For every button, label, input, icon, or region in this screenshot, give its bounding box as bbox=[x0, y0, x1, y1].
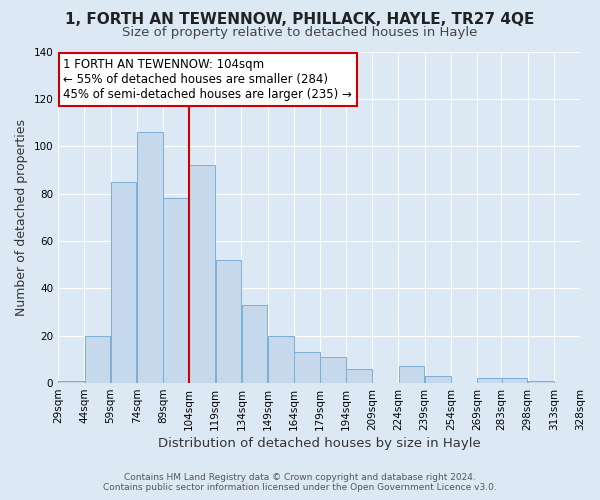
Bar bbox=[294, 352, 320, 383]
Bar bbox=[242, 305, 268, 383]
Bar bbox=[320, 357, 346, 383]
Bar bbox=[215, 260, 241, 383]
Bar bbox=[425, 376, 451, 383]
Bar bbox=[58, 380, 84, 383]
Y-axis label: Number of detached properties: Number of detached properties bbox=[15, 119, 28, 316]
Bar bbox=[502, 378, 527, 383]
Text: Size of property relative to detached houses in Hayle: Size of property relative to detached ho… bbox=[122, 26, 478, 39]
Text: 1, FORTH AN TEWENNOW, PHILLACK, HAYLE, TR27 4QE: 1, FORTH AN TEWENNOW, PHILLACK, HAYLE, T… bbox=[65, 12, 535, 28]
X-axis label: Distribution of detached houses by size in Hayle: Distribution of detached houses by size … bbox=[158, 437, 481, 450]
Bar bbox=[477, 378, 503, 383]
Text: Contains HM Land Registry data © Crown copyright and database right 2024.
Contai: Contains HM Land Registry data © Crown c… bbox=[103, 473, 497, 492]
Bar bbox=[111, 182, 136, 383]
Bar bbox=[85, 336, 110, 383]
Text: 1 FORTH AN TEWENNOW: 104sqm
← 55% of detached houses are smaller (284)
45% of se: 1 FORTH AN TEWENNOW: 104sqm ← 55% of det… bbox=[64, 58, 352, 101]
Bar bbox=[137, 132, 163, 383]
Bar bbox=[528, 380, 554, 383]
Bar bbox=[346, 369, 372, 383]
Bar bbox=[268, 336, 293, 383]
Bar bbox=[399, 366, 424, 383]
Bar bbox=[190, 165, 215, 383]
Bar bbox=[163, 198, 189, 383]
